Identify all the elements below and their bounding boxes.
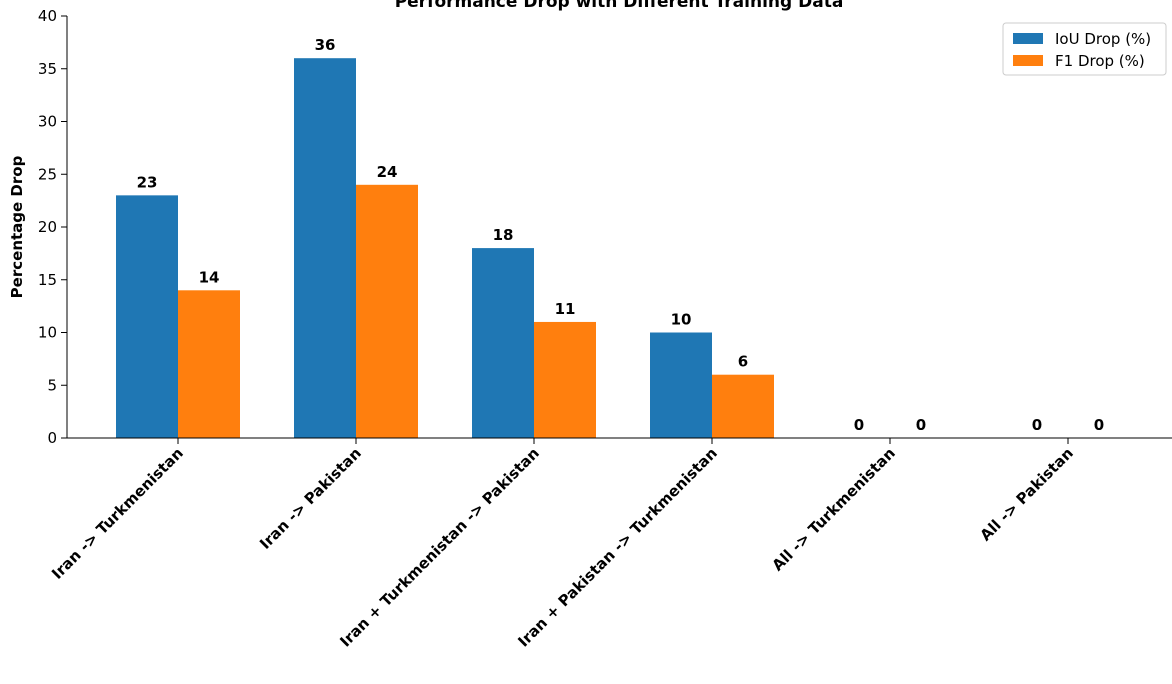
x-tick-label-0: Iran -> Turkmenistan [48,444,187,583]
data-label-iou-1: 36 [315,36,336,54]
data-label-f1-3: 6 [738,353,748,371]
data-label-iou-0: 23 [137,173,158,191]
legend-box [1002,22,1167,76]
data-labels-layer: 23 14 36 24 18 11 10 6 0 0 0 0 [137,36,1105,434]
y-tick-label-5: 5 [47,376,57,394]
data-label-iou-4: 0 [854,416,864,434]
data-label-iou-2: 18 [493,226,514,244]
legend-label-f1: F1 Drop (%) [1055,52,1145,70]
y-tick-label-0: 0 [47,429,57,447]
data-label-f1-1: 24 [377,163,398,181]
x-tick-label-2: Iran + Turkmenistan -> Pakistan [336,444,542,650]
y-tick-label-25: 25 [38,165,57,183]
legend-swatch-f1 [1013,55,1043,66]
y-tick-label-30: 30 [38,113,57,131]
x-tick-label-3: Iran + Pakistan -> Turkmenistan [514,444,720,650]
bar-f1-0 [178,290,240,438]
data-label-iou-5: 0 [1032,416,1042,434]
y-tick-label-40: 40 [38,7,57,25]
bar-iou-0 [116,195,178,438]
bar-f1-2 [534,321,596,438]
bar-f1-1 [356,184,418,438]
legend-label-iou: IoU Drop (%) [1055,30,1151,48]
bar-f1-3 [712,374,774,438]
bars-layer [116,58,774,438]
data-label-f1-5: 0 [1094,416,1104,434]
data-label-f1-4: 0 [916,416,926,434]
chart-title: Performance Drop with Different Training… [395,0,844,12]
data-label-iou-3: 10 [671,311,692,329]
bar-iou-2 [472,248,534,438]
x-tick-label-1: Iran -> Pakistan [256,444,365,553]
legend: IoU Drop (%) F1 Drop (%) [1002,22,1167,76]
data-label-f1-2: 11 [555,300,576,318]
y-axis-title: Percentage Drop [8,155,26,298]
y-tick-label-20: 20 [38,218,57,236]
bar-iou-1 [294,58,356,438]
x-tick-label-5: All -> Pakistan [977,444,1077,544]
data-label-f1-0: 14 [199,268,220,286]
y-tick-label-10: 10 [38,324,57,342]
x-tick-label-4: All -> Turkmenistan [769,444,899,574]
y-tick-label-35: 35 [38,60,57,78]
bar-iou-3 [650,332,712,438]
legend-swatch-iou [1013,33,1043,44]
y-tick-label-15: 15 [38,271,57,289]
